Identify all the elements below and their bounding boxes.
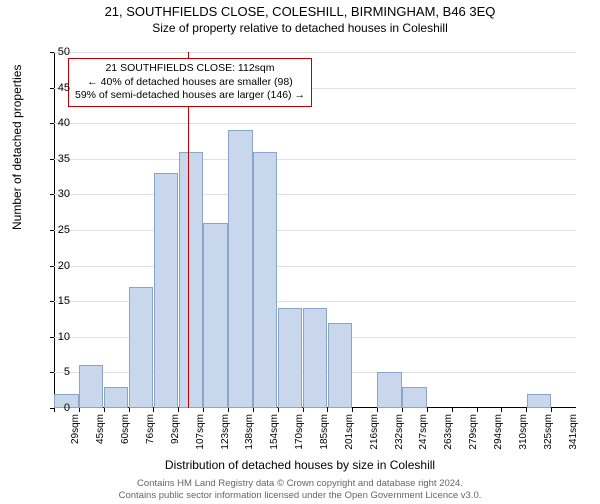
y-axis-label: Number of detached properties xyxy=(10,65,24,230)
page-title: 21, SOUTHFIELDS CLOSE, COLESHILL, BIRMIN… xyxy=(0,4,600,19)
xtick-mark xyxy=(303,408,304,412)
xtick-label: 232sqm xyxy=(394,414,405,450)
xtick-mark xyxy=(402,408,403,412)
xtick-mark xyxy=(551,408,552,412)
xtick-mark xyxy=(327,408,328,412)
histogram-bar xyxy=(527,394,551,408)
xtick-mark xyxy=(477,408,478,412)
xtick-label: 154sqm xyxy=(269,414,280,450)
xtick-label: 185sqm xyxy=(319,414,330,450)
histogram-bar xyxy=(402,387,426,408)
xtick-mark xyxy=(352,408,353,412)
histogram-bar xyxy=(303,308,327,408)
xtick-label: 247sqm xyxy=(418,414,429,450)
annotation-box: 21 SOUTHFIELDS CLOSE: 112sqm ← 40% of de… xyxy=(68,58,312,107)
histogram-bar xyxy=(129,287,153,408)
histogram-bar xyxy=(203,223,227,408)
xtick-label: 107sqm xyxy=(195,414,206,450)
page-subtitle: Size of property relative to detached ho… xyxy=(0,21,600,35)
ytick-label: 50 xyxy=(46,46,70,58)
footer-line1: Contains HM Land Registry data © Crown c… xyxy=(0,478,600,490)
chart-container: 21, SOUTHFIELDS CLOSE, COLESHILL, BIRMIN… xyxy=(0,4,600,504)
xtick-label: 201sqm xyxy=(344,414,355,450)
xtick-mark xyxy=(79,408,80,412)
xtick-label: 45sqm xyxy=(95,414,106,444)
xtick-label: 123sqm xyxy=(220,414,231,450)
xtick-mark xyxy=(526,408,527,412)
xtick-mark xyxy=(377,408,378,412)
grid-line xyxy=(54,266,576,267)
ytick-label: 20 xyxy=(46,260,70,272)
xtick-mark xyxy=(153,408,154,412)
ytick-label: 15 xyxy=(46,295,70,307)
ytick-label: 40 xyxy=(46,117,70,129)
xtick-mark xyxy=(427,408,428,412)
xtick-label: 263sqm xyxy=(443,414,454,450)
grid-line xyxy=(54,52,576,53)
xtick-label: 325sqm xyxy=(543,414,554,450)
grid-line xyxy=(54,230,576,231)
xtick-label: 29sqm xyxy=(70,414,81,444)
xtick-label: 92sqm xyxy=(170,414,181,444)
ytick-label: 30 xyxy=(46,188,70,200)
xtick-mark xyxy=(178,408,179,412)
histogram-bar xyxy=(278,308,302,408)
histogram-bar xyxy=(179,152,203,408)
ytick-label: 10 xyxy=(46,331,70,343)
xtick-mark xyxy=(228,408,229,412)
annotation-line2: ← 40% of detached houses are smaller (98… xyxy=(75,76,305,90)
histogram-bar xyxy=(377,372,401,408)
xtick-label: 341sqm xyxy=(568,414,579,450)
grid-line xyxy=(54,194,576,195)
xtick-label: 310sqm xyxy=(518,414,529,450)
xtick-label: 138sqm xyxy=(244,414,255,450)
footer-line2: Contains public sector information licen… xyxy=(0,490,600,502)
ytick-label: 35 xyxy=(46,153,70,165)
ytick-label: 45 xyxy=(46,82,70,94)
x-axis-label: Distribution of detached houses by size … xyxy=(0,458,600,472)
histogram-bar xyxy=(328,323,352,408)
xtick-label: 216sqm xyxy=(369,414,380,450)
ytick-label: 5 xyxy=(46,366,70,378)
xtick-mark xyxy=(203,408,204,412)
ytick-label: 25 xyxy=(46,224,70,236)
footer: Contains HM Land Registry data © Crown c… xyxy=(0,478,600,502)
xtick-label: 170sqm xyxy=(294,414,305,450)
xtick-mark xyxy=(253,408,254,412)
histogram-bar xyxy=(228,130,252,408)
ytick-label: 0 xyxy=(46,402,70,414)
xtick-label: 76sqm xyxy=(145,414,156,444)
xtick-mark xyxy=(129,408,130,412)
annotation-line3: 59% of semi-detached houses are larger (… xyxy=(75,89,305,103)
grid-line xyxy=(54,123,576,124)
xtick-mark xyxy=(452,408,453,412)
histogram-bar xyxy=(104,387,128,408)
histogram-bar xyxy=(154,173,178,408)
xtick-label: 60sqm xyxy=(120,414,131,444)
xtick-mark xyxy=(104,408,105,412)
xtick-mark xyxy=(501,408,502,412)
xtick-label: 294sqm xyxy=(493,414,504,450)
histogram-bar xyxy=(79,365,103,408)
chart-area: 21 SOUTHFIELDS CLOSE: 112sqm ← 40% of de… xyxy=(54,52,576,408)
grid-line xyxy=(54,159,576,160)
xtick-label: 279sqm xyxy=(468,414,479,450)
xtick-mark xyxy=(278,408,279,412)
histogram-bar xyxy=(253,152,277,408)
annotation-line1: 21 SOUTHFIELDS CLOSE: 112sqm xyxy=(75,62,305,76)
